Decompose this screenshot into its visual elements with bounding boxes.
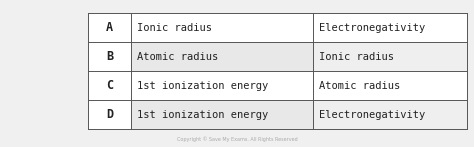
Bar: [131, 42, 313, 71]
Text: Ionic radius: Ionic radius: [137, 23, 212, 33]
Text: Electronegativity: Electronegativity: [319, 110, 425, 120]
Bar: [313, 42, 467, 71]
Bar: [131, 13, 313, 42]
Text: Copyright © Save My Exams. All Rights Reserved: Copyright © Save My Exams. All Rights Re…: [177, 137, 297, 142]
Bar: [313, 71, 467, 100]
Bar: [88, 42, 131, 71]
Bar: [88, 100, 131, 129]
Bar: [313, 13, 467, 42]
Bar: [88, 13, 467, 129]
Text: 1st ionization energy: 1st ionization energy: [137, 110, 268, 120]
Text: A: A: [106, 21, 113, 34]
Text: Electronegativity: Electronegativity: [319, 23, 425, 33]
Bar: [131, 71, 313, 100]
Text: D: D: [106, 108, 113, 121]
Text: Ionic radius: Ionic radius: [319, 52, 394, 62]
Bar: [88, 71, 131, 100]
Bar: [131, 100, 313, 129]
Text: B: B: [106, 50, 113, 63]
Bar: [88, 13, 131, 42]
Text: 1st ionization energy: 1st ionization energy: [137, 81, 268, 91]
Bar: [313, 100, 467, 129]
Text: C: C: [106, 79, 113, 92]
Text: Atomic radius: Atomic radius: [319, 81, 400, 91]
Bar: [0, 0, 88, 147]
Text: Atomic radius: Atomic radius: [137, 52, 218, 62]
